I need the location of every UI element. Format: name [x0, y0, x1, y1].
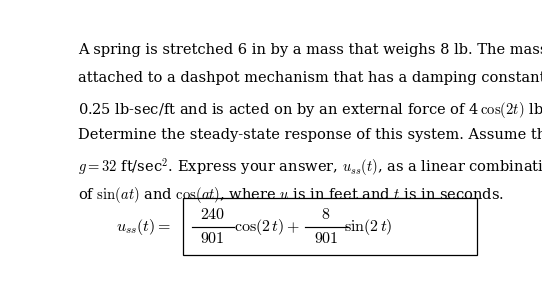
Text: A spring is stretched 6 in by a mass that weighs 8 lb. The mass is: A spring is stretched 6 in by a mass tha… [78, 43, 542, 57]
Text: $240$: $240$ [200, 206, 225, 223]
Text: $\sin(2\,t)$: $\sin(2\,t)$ [344, 217, 392, 237]
Text: Determine the steady-state response of this system. Assume that: Determine the steady-state response of t… [78, 128, 542, 142]
Text: $u_{ss}(t) =$: $u_{ss}(t) =$ [115, 217, 171, 237]
Text: attached to a dashpot mechanism that has a damping constant of: attached to a dashpot mechanism that has… [78, 71, 542, 85]
Text: $8$: $8$ [321, 206, 331, 223]
Text: $g = 32$ ft/sec$^{2}$. Express your answer, $u_{ss}(t)$, as a linear combination: $g = 32$ ft/sec$^{2}$. Express your answ… [78, 157, 542, 178]
FancyBboxPatch shape [183, 198, 478, 256]
Text: $901$: $901$ [314, 230, 338, 247]
Text: of $\sin(at)$ and $\cos(at)$, where $u$ is in feet and $t$ is in seconds.: of $\sin(at)$ and $\cos(at)$, where $u$ … [78, 185, 504, 205]
Text: $\cos(2\,t) +$: $\cos(2\,t) +$ [234, 217, 300, 237]
Text: 0.25 lb-sec/ft and is acted on by an external force of 4$\,\mathrm{cos}(2t)$ lb.: 0.25 lb-sec/ft and is acted on by an ext… [78, 100, 542, 120]
Text: $901$: $901$ [201, 230, 225, 247]
